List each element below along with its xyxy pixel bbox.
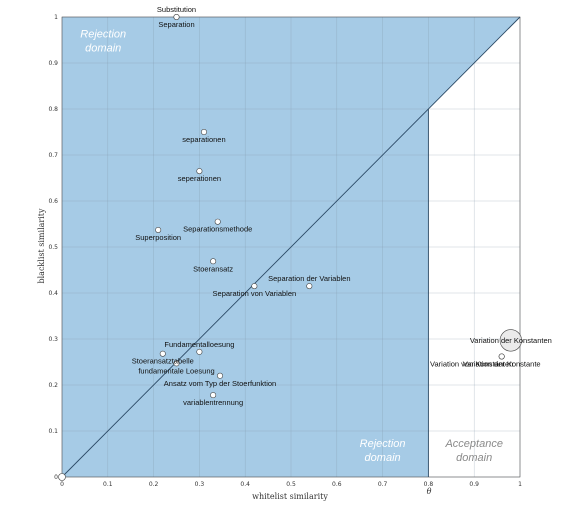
x-tick-label: 0.1	[103, 481, 113, 488]
boundary-layer	[61, 16, 521, 478]
data-point	[159, 350, 166, 357]
x-tick-label: 0.7	[378, 481, 388, 488]
point-label: Separationsmethode	[183, 225, 252, 234]
x-tick-label: 0.9	[469, 481, 479, 488]
y-tick-label: 0.1	[48, 428, 58, 435]
point-label: Variation der Konstanten	[470, 336, 552, 345]
diagonal-line	[61, 16, 521, 478]
data-point	[173, 14, 180, 21]
domain-label-top-left: Rejection	[80, 29, 126, 41]
x-tick-label: 0.6	[332, 481, 342, 488]
point-label: Ansatz vom Typ der Stoerfunktion	[164, 379, 276, 388]
x-tick-label: 1	[518, 481, 522, 488]
y-tick-label: 0.6	[48, 198, 58, 205]
y-tick-label: 0	[54, 474, 58, 481]
point-label: Separation von Variablen	[213, 289, 297, 298]
point-label: variablentrennung	[183, 398, 243, 407]
data-point	[217, 372, 224, 379]
data-point	[196, 348, 203, 355]
domain-label-bottom-middle: Rejection	[360, 438, 406, 450]
domain-label-bottom-right: Acceptance	[444, 438, 502, 450]
y-tick-label: 1	[54, 14, 58, 21]
point-layer	[58, 14, 522, 481]
point-label: separationen	[182, 135, 225, 144]
data-point	[155, 226, 162, 233]
point-label: Superposition	[135, 233, 181, 242]
x-tick-label: 0	[60, 481, 64, 488]
data-point	[58, 473, 66, 481]
data-point	[210, 392, 217, 399]
x-tick-label: 0.8	[424, 481, 434, 488]
data-point	[196, 168, 203, 175]
y-tick-label: 0.8	[48, 106, 58, 113]
data-point	[251, 283, 258, 290]
plot-frame	[61, 16, 521, 478]
point-label: Stoeransatztabelle	[132, 357, 194, 366]
point-label: fundamentale Loesung	[138, 366, 214, 375]
point-label: seperationen	[178, 174, 221, 183]
y-tick-label: 0.3	[48, 336, 58, 343]
y-tick-label: 0.9	[48, 60, 58, 67]
y-tick-label: 0.4	[48, 290, 58, 297]
point-label: Separation der Variablen	[268, 274, 350, 283]
y-axis-label: blacklist similarity	[37, 208, 46, 283]
domain-label-layer: Rejection domain Rejection domain Acceptance…	[80, 29, 503, 464]
point-label: Separation	[158, 20, 194, 29]
point-label-layer: Substitution Separation separationen sepera…	[132, 5, 552, 407]
point-label: Stoeransatz	[193, 264, 233, 273]
data-point	[173, 360, 180, 367]
data-point	[499, 329, 522, 352]
data-point	[306, 283, 313, 290]
x-tick-label: 0.3	[195, 481, 205, 488]
x-tick-label: 0.2	[149, 481, 159, 488]
point-label: Variation von Konstanten	[430, 359, 513, 368]
x-tick-label: 0.5	[286, 481, 296, 488]
y-tick-label: 0.7	[48, 152, 58, 159]
point-label: Variation der Konstante	[463, 359, 541, 368]
domain-label-top-left: domain	[85, 43, 121, 55]
point-label: Fundamentalloesung	[164, 340, 234, 349]
data-point	[214, 218, 221, 225]
y-tick-label: 0.2	[48, 382, 58, 389]
point-label: Substitution	[157, 5, 196, 14]
y-tick-label: 0.5	[48, 244, 58, 251]
domain-label-bottom-middle: domain	[365, 452, 401, 464]
domain-label-bottom-right: domain	[456, 452, 492, 464]
data-point	[200, 129, 207, 136]
tick-layer: 0 0.1 0.2 0.3 0.4 0.5 0.6 0.7 0.8 0.9 1 0 0.1 0.2 0.3 0…	[48, 14, 522, 488]
theta-label: θ	[427, 487, 432, 496]
data-point	[210, 258, 217, 265]
x-tick-label: 0.4	[240, 481, 250, 488]
x-axis-label: whitelist similarity	[252, 492, 328, 501]
data-point	[498, 353, 505, 360]
